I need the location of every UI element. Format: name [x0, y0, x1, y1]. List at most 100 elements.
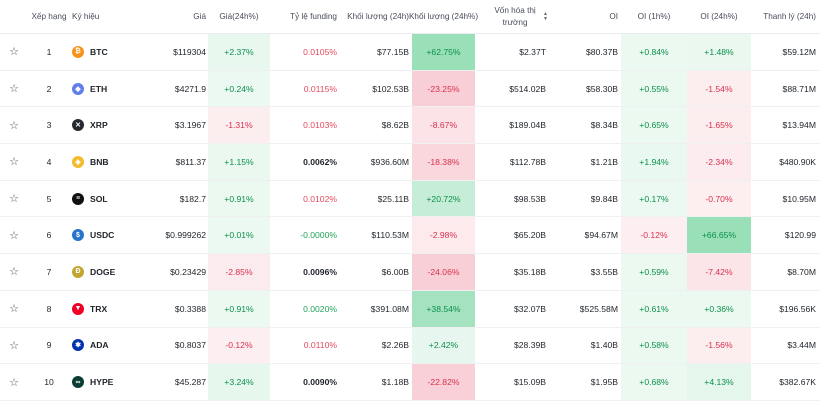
symbol-cell[interactable]: Ð DOGE [70, 254, 150, 290]
volume-change-cell: +62.75% [412, 34, 475, 70]
favorite-cell: ☆ [0, 71, 28, 107]
market-cap-cell: $189.04B [509, 120, 546, 131]
star-icon[interactable]: ☆ [9, 119, 19, 132]
oi-cell: $1.95B [590, 377, 618, 388]
table-row[interactable]: ☆ 6 $ USDC $0.999262 +0.01% -0.0000% $110.53M -2… [0, 217, 820, 255]
symbol-label: ADA [90, 340, 109, 351]
funding-cell: -0.0000% [300, 230, 337, 241]
xrp-icon: ✕ [72, 119, 84, 132]
change-cell: +2.37% [208, 34, 270, 70]
header-oi[interactable]: OI [609, 12, 618, 21]
oi-1h-cell: -0.12% [621, 217, 687, 254]
header-market-cap-label: Vốn hóa thị trường [494, 5, 536, 27]
oi-1h-cell: +0.84% [621, 34, 687, 70]
star-icon[interactable]: ☆ [9, 193, 19, 206]
liquidation-cell: $120.99 [784, 230, 816, 241]
star-icon[interactable]: ☆ [9, 303, 19, 316]
star-icon[interactable]: ☆ [9, 376, 19, 389]
favorite-cell: ☆ [0, 328, 28, 364]
star-icon[interactable]: ☆ [9, 229, 19, 242]
table-row[interactable]: ☆ 9 ✱ ADA $0.8037 -0.12% 0.0110% $2.26B +2.42% $2… [0, 327, 820, 365]
change-cell: +1.15% [208, 144, 270, 180]
volume-change-cell: -24.06% [412, 254, 475, 290]
symbol-cell[interactable]: ◈ BNB [70, 144, 150, 180]
market-cap-cell: $28.39B [513, 340, 546, 351]
liquidation-cell: $59.12M [782, 46, 816, 57]
header-price[interactable]: Giá [193, 12, 206, 21]
rank-cell: 10 [44, 377, 54, 388]
market-cap-cell: $35.18B [513, 266, 546, 277]
rank-cell: 7 [46, 266, 52, 277]
symbol-cell[interactable]: $ USDC [70, 217, 150, 253]
header-volume[interactable]: Khối lượng (24h) [347, 12, 409, 21]
market-cap-cell: $65.20B [513, 230, 546, 241]
rank-cell: 8 [46, 303, 52, 314]
header-symbol[interactable]: Ký hiệu [72, 12, 100, 21]
volume-cell: $1.18B [381, 377, 409, 388]
rank-cell: 9 [46, 340, 52, 351]
header-change-24h[interactable]: Giá(24h%) [219, 12, 259, 21]
price-cell: $182.7 [179, 193, 206, 204]
change-cell: -1.31% [208, 107, 270, 144]
oi-24h-cell: +66.65% [687, 217, 751, 254]
symbol-cell[interactable]: ◆ ETH [70, 71, 150, 107]
header-liquidation[interactable]: Thanh lý (24h) [763, 12, 816, 21]
volume-change-cell: +2.42% [412, 327, 475, 364]
table-row[interactable]: ☆ 3 ✕ XRP $3.1967 -1.31% 0.0103% $8.62B -8.67% $1… [0, 107, 820, 145]
table-row[interactable]: ☆ 1 ₿ BTC $119304 +2.37% 0.0105% $77.15B +62.75%… [0, 34, 820, 71]
symbol-cell[interactable]: ✱ ADA [70, 328, 150, 364]
price-cell: $0.8037 [174, 340, 206, 351]
oi-cell: $8.34B [590, 120, 618, 131]
funding-cell: 0.0115% [303, 83, 337, 94]
sort-icon[interactable]: ▲ ▼ [543, 11, 548, 22]
liquidation-cell: $10.95M [782, 193, 816, 204]
market-cap-cell: $2.37T [519, 46, 546, 57]
oi-1h-cell: +0.59% [621, 254, 687, 290]
oi-cell: $94.67M [584, 230, 618, 241]
volume-cell: $8.62B [381, 120, 409, 131]
volume-cell: $2.26B [381, 340, 409, 351]
table-row[interactable]: ☆ 4 ◈ BNB $811.37 +1.15% 0.0062% $936.60M -18.38… [0, 144, 820, 181]
star-icon[interactable]: ☆ [9, 156, 19, 169]
table-row[interactable]: ☆ 7 Ð DOGE $0.23429 -2.85% 0.0096% $6.00B -24.06… [0, 254, 820, 291]
star-icon[interactable]: ☆ [9, 83, 19, 96]
volume-change-cell: -8.67% [412, 107, 475, 144]
table-row[interactable]: ☆ 5 ≡ SOL $182.7 +0.91% 0.0102% $25.11B +20.72% $… [0, 180, 820, 218]
change-cell: -0.12% [208, 327, 270, 364]
star-icon[interactable]: ☆ [9, 46, 19, 59]
change-cell: +0.24% [208, 70, 270, 107]
header-funding-rate[interactable]: Tỷ lệ funding [290, 12, 337, 21]
volume-cell: $77.15B [376, 46, 409, 57]
symbol-cell[interactable]: ▼ TRX [70, 291, 150, 327]
market-cap-cell: $98.53B [513, 193, 546, 204]
price-cell: $0.999262 [165, 230, 206, 241]
star-icon[interactable]: ☆ [9, 339, 19, 352]
change-cell: +0.01% [208, 217, 270, 254]
change-cell: -2.85% [208, 254, 270, 290]
symbol-cell[interactable]: ✕ XRP [70, 107, 150, 143]
header-market-cap[interactable]: Vốn hóa thị trường ▲ ▼ [475, 0, 550, 33]
cardano-icon: ✱ [72, 339, 84, 352]
table-row[interactable]: ☆ 10 ∞ HYPE $45.287 +3.24% 0.0090% $1.18B -22.82… [0, 364, 820, 401]
header-rank[interactable]: Xếp hạng [31, 12, 67, 21]
volume-cell: $25.11B [377, 193, 409, 204]
market-cap-cell: $32.07B [513, 303, 546, 314]
volume-change-cell: -23.25% [412, 70, 475, 107]
star-icon[interactable]: ☆ [9, 266, 19, 279]
symbol-label: HYPE [90, 377, 114, 388]
header-oi-1h[interactable]: OI (1h%) [637, 12, 671, 21]
table-row[interactable]: ☆ 8 ▼ TRX $0.3388 +0.91% 0.0020% $391.08M +38.54… [0, 290, 820, 328]
oi-24h-cell: +4.13% [687, 364, 751, 400]
rank-cell: 4 [46, 156, 52, 167]
liquidation-cell: $8.70M [787, 266, 816, 277]
change-cell: +3.24% [208, 364, 270, 400]
symbol-cell[interactable]: ₿ BTC [70, 34, 150, 70]
header-volume-change[interactable]: Khối lượng (24h%) [408, 12, 479, 21]
header-oi-24h[interactable]: OI (24h%) [700, 12, 738, 21]
symbol-cell[interactable]: ∞ HYPE [70, 364, 150, 400]
price-cell: $0.3388 [174, 303, 206, 314]
table-row[interactable]: ☆ 2 ◆ ETH $4271.9 +0.24% 0.0115% $102.53B -23.25… [0, 70, 820, 108]
symbol-cell[interactable]: ≡ SOL [70, 181, 150, 217]
dogecoin-icon: Ð [72, 265, 84, 278]
